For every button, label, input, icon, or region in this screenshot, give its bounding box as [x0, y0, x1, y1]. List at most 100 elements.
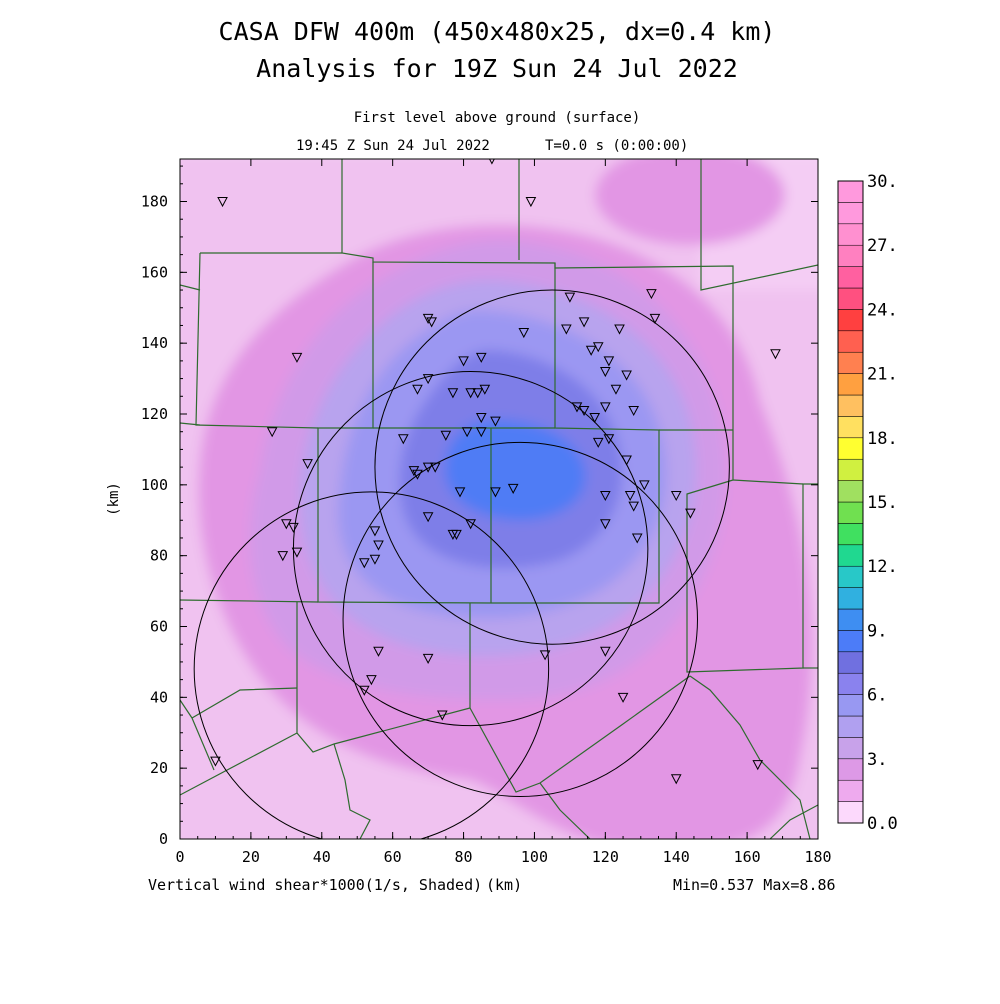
station-marker — [479, 384, 491, 395]
station-marker — [475, 352, 487, 363]
station-marker — [617, 692, 629, 703]
station-marker — [670, 774, 682, 785]
x-axis-label: (km) — [486, 876, 522, 894]
radar-range-circles — [193, 289, 730, 839]
station-marker — [288, 522, 299, 533]
station-marker — [624, 490, 636, 502]
y-tick-label: 60 — [150, 618, 168, 636]
x-axis: 0 20 40 60 80 100 120 140 160 180 — [175, 159, 832, 866]
level-label: First level above ground (surface) — [354, 110, 641, 126]
station-marker — [408, 466, 420, 477]
colorbar-label: 0.0 — [867, 814, 898, 834]
colorbar-swatch — [837, 779, 864, 802]
station-marker — [422, 462, 434, 473]
x-tick-label: 180 — [804, 848, 831, 866]
station-marker — [610, 384, 622, 395]
station-marker — [685, 508, 696, 519]
station-marker — [490, 487, 501, 498]
valid-time-label: 19:45 Z Sun 24 Jul 2022 — [296, 138, 490, 154]
colorbar-swatch — [837, 458, 864, 481]
chart-title: CASA DFW 400m (450x480x25, dx=0.4 km) — [219, 17, 776, 46]
y-tick-label: 20 — [150, 759, 168, 777]
chart-subtitle: Analysis for 19Z Sun 24 Jul 2022 — [256, 54, 738, 83]
colorbar-swatch — [837, 309, 864, 332]
colorbar-swatch — [837, 202, 864, 225]
x-tick-label: 40 — [313, 848, 331, 866]
colorbar-label: 24. — [867, 300, 898, 320]
station-marker — [539, 650, 551, 661]
station-marker — [472, 388, 484, 399]
colorbar-label: 12. — [867, 557, 898, 577]
station-marker — [426, 317, 437, 328]
station-marker — [578, 405, 590, 417]
field-top-right-patch — [595, 159, 785, 245]
station-marker — [454, 487, 466, 498]
y-tick-label: 180 — [141, 193, 168, 211]
colorbar-label: 18. — [867, 429, 898, 449]
colorbar-swatch — [837, 737, 864, 760]
colorbar-frame — [837, 180, 864, 824]
station-marker — [447, 529, 459, 540]
station-marker — [564, 292, 576, 303]
station-marker — [281, 519, 292, 530]
colorbar-label: 27. — [867, 236, 898, 256]
station-marker — [603, 356, 615, 367]
station-marker — [600, 402, 611, 413]
station-marker — [412, 384, 423, 395]
station-marker — [600, 367, 611, 378]
colorbar-label: 21. — [867, 365, 898, 385]
station-marker — [422, 653, 434, 664]
station-marker — [210, 756, 221, 767]
station-marker — [592, 437, 604, 448]
station-marker — [429, 462, 441, 473]
station-marker — [592, 342, 604, 353]
station-marker — [302, 459, 313, 470]
colorbar-swatch — [837, 180, 864, 203]
station-marker — [266, 427, 278, 438]
station-marker — [277, 551, 289, 562]
colorbar-swatch — [837, 244, 864, 267]
x-tick-label: 20 — [242, 848, 260, 866]
station-marker — [475, 427, 487, 438]
station-marker — [646, 289, 657, 300]
station-marker — [440, 430, 452, 441]
station-marker — [373, 646, 384, 657]
station-marker — [465, 388, 476, 399]
forecast-time-label: T=0.0 s (0:00:00) — [545, 138, 688, 154]
station-marker — [621, 455, 632, 466]
station-marker — [369, 526, 381, 537]
station-marker — [291, 352, 303, 363]
station-marker — [475, 413, 487, 424]
station-marker — [752, 760, 764, 771]
station-marker — [447, 388, 459, 399]
y-tick-label: 40 — [150, 688, 168, 706]
station-marker — [585, 345, 597, 356]
station-marker — [614, 324, 625, 335]
x-tick-label: 100 — [521, 848, 548, 866]
station-marker — [366, 675, 377, 686]
colorbar-label: 6. — [867, 686, 887, 706]
colorbar-swatch — [837, 373, 864, 396]
colorbar-swatch — [837, 416, 864, 439]
plot-area — [180, 159, 818, 839]
colorbar-swatch — [837, 608, 864, 631]
x-tick-label: 120 — [592, 848, 619, 866]
y-tick-label: 0 — [159, 830, 168, 848]
x-tick-label: 80 — [455, 848, 473, 866]
x-tick-label: 140 — [663, 848, 690, 866]
field-description: Vertical wind shear*1000(1/s, Shaded) — [148, 876, 482, 894]
colorbar-label: 3. — [867, 750, 887, 770]
colorbar-swatch — [837, 758, 864, 781]
station-marker — [603, 434, 615, 445]
station-marker — [397, 434, 409, 445]
station-marker — [458, 356, 469, 367]
station-marker — [422, 374, 434, 385]
station-marker — [561, 324, 572, 335]
y-tick-label: 80 — [150, 547, 168, 565]
station-marker — [217, 197, 228, 208]
colorbar-swatch — [837, 437, 864, 460]
colorbar-swatch — [837, 651, 864, 674]
colorbar-swatch — [837, 287, 864, 310]
station-marker — [422, 512, 434, 523]
